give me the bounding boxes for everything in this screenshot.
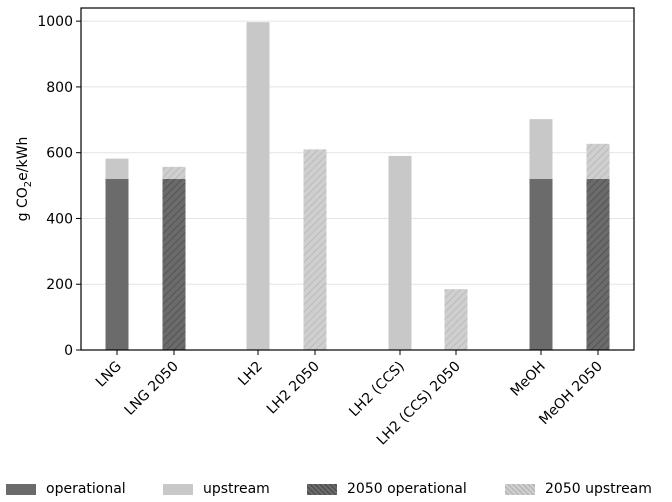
x-tick-label: LNG 2050 (122, 359, 182, 419)
y-tick-label: 600 (46, 146, 73, 162)
x-tick-label: MeOH (508, 359, 549, 400)
bar-2050-operational-7 (586, 179, 610, 350)
bar-2050-upstream-1 (162, 166, 186, 179)
bar-operational-6 (529, 179, 553, 350)
x-tick-label: LH2 2050 (264, 359, 323, 418)
legend-swatch-2050-operational (307, 484, 337, 495)
legend-label-operational: operational (46, 481, 126, 497)
legend-swatch-2050-upstream (505, 484, 535, 495)
legend-label-upstream: upstream (203, 481, 270, 497)
y-tick-label: 1000 (37, 14, 73, 30)
plot-frame (80, 7, 635, 351)
bar-2050-upstream-7 (586, 143, 610, 179)
bar-operational-0 (105, 179, 129, 350)
x-tick-label: LH2 (CCS) (346, 359, 408, 421)
x-tick-label: LH2 (235, 359, 266, 390)
legend-label-2050-upstream: 2050 upstream (545, 481, 652, 497)
bar-upstream-2 (246, 22, 270, 351)
bar-upstream-0 (105, 158, 129, 179)
bar-2050-upstream-3 (303, 149, 327, 350)
y-axis-ticks: 0 200 400 600 800 1000 (37, 14, 81, 359)
bars (105, 22, 610, 351)
y-axis-label-subscript: 2 (23, 181, 34, 187)
bar-2050-upstream-5 (444, 289, 468, 350)
x-tick-label: LNG (93, 359, 125, 391)
y-tick-label: 0 (64, 343, 73, 359)
bar-upstream-6 (529, 119, 553, 179)
bar-2050-operational-1 (162, 179, 186, 350)
legend: operational upstream 2050 operational 20… (0, 478, 672, 502)
legend-swatch-upstream (163, 484, 193, 495)
y-axis-label-prefix: g CO (15, 187, 31, 221)
y-tick-label: 200 (46, 277, 73, 293)
y-axis-label-suffix: e/kWh (15, 137, 31, 181)
y-tick-label: 400 (46, 211, 73, 227)
bar-upstream-4 (388, 155, 412, 350)
legend-label-2050-operational: 2050 operational (347, 481, 467, 497)
y-tick-label: 800 (46, 80, 73, 96)
y-axis-label: g CO2e/kWh (15, 137, 34, 222)
legend-swatch-operational (6, 484, 36, 495)
